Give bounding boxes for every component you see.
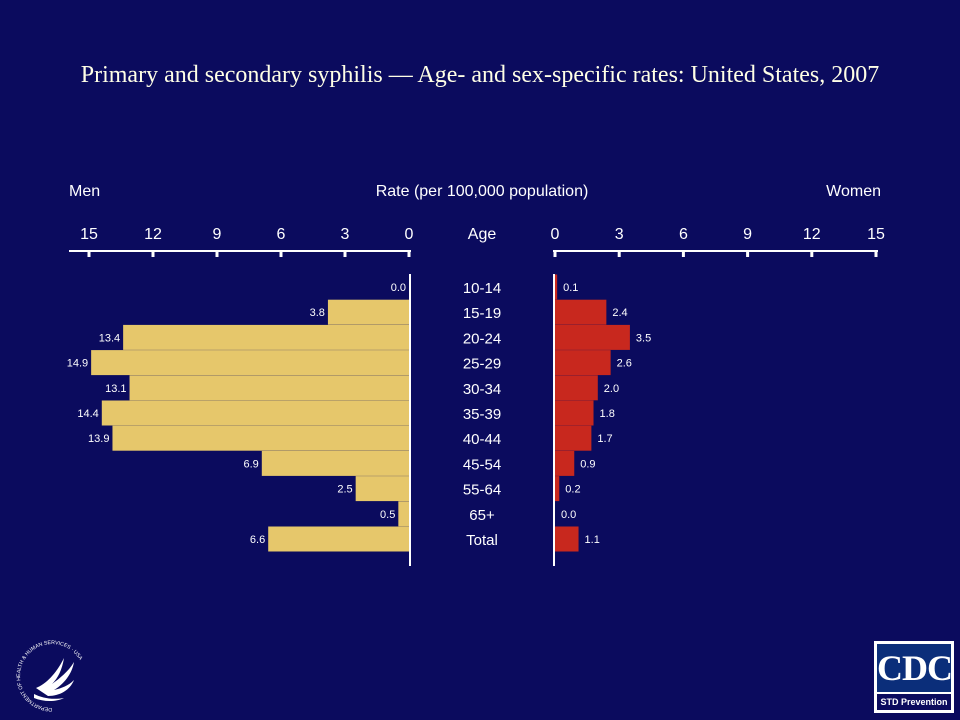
women-value-label: 0.1	[563, 282, 578, 294]
men-bar	[268, 526, 409, 552]
men-bar	[112, 425, 409, 451]
age-header: Age	[468, 226, 497, 243]
men-tick-label: 9	[213, 226, 222, 243]
age-category-label: 55-64	[463, 482, 501, 499]
eagle-icon	[34, 658, 74, 701]
hhs-seal-text: DEPARTMENT OF HEALTH & HUMAN SERVICES · …	[16, 640, 84, 712]
men-label: Men	[69, 183, 100, 200]
women-value-label: 0.0	[561, 509, 576, 521]
men-bar	[327, 299, 409, 325]
hhs-seal-logo: DEPARTMENT OF HEALTH & HUMAN SERVICES · …	[16, 640, 84, 712]
men-bar	[355, 476, 409, 502]
age-category-label: 20-24	[463, 330, 501, 347]
women-tick-label: 12	[803, 226, 821, 243]
women-bar	[555, 425, 592, 451]
women-tick-label: 6	[679, 226, 688, 243]
men-value-label: 6.9	[244, 458, 259, 470]
men-tick-label: 3	[341, 226, 350, 243]
age-category-label: 25-29	[463, 356, 501, 373]
women-tick-label: 3	[615, 226, 624, 243]
women-value-label: 1.1	[585, 534, 600, 546]
men-value-label: 0.5	[380, 509, 395, 521]
women-bar	[555, 350, 611, 376]
women-bar	[555, 274, 558, 300]
men-value-label: 6.6	[250, 534, 265, 546]
men-bar	[129, 375, 410, 401]
men-tick-label: 12	[144, 226, 162, 243]
age-category-label: 40-44	[463, 431, 501, 448]
men-bar	[123, 324, 409, 350]
men-value-label: 13.4	[99, 332, 120, 344]
age-category-label: 35-39	[463, 406, 501, 423]
women-bar	[555, 375, 598, 401]
women-value-label: 2.6	[617, 358, 632, 370]
women-value-label: 2.0	[604, 383, 619, 395]
women-bar	[555, 476, 560, 502]
men-tick-label: 6	[277, 226, 286, 243]
women-bar	[555, 400, 594, 426]
men-value-label: 13.1	[105, 383, 126, 395]
women-value-label: 1.8	[600, 408, 615, 420]
women-value-label: 3.5	[636, 332, 651, 344]
women-bar	[555, 299, 607, 325]
age-category-label: 65+	[469, 507, 495, 524]
women-tick-label: 9	[743, 226, 752, 243]
cdc-tagline: STD Prevention	[877, 694, 951, 710]
women-value-label: 0.9	[580, 458, 595, 470]
women-value-label: 0.2	[565, 484, 580, 496]
women-bar	[555, 526, 579, 552]
men-value-label: 14.4	[77, 408, 98, 420]
men-bar	[398, 501, 409, 527]
men-value-label: 14.9	[67, 358, 88, 370]
women-value-label: 1.7	[597, 433, 612, 445]
women-bar	[555, 324, 630, 350]
men-value-label: 3.8	[310, 307, 325, 319]
men-value-label: 13.9	[88, 433, 109, 445]
women-bar	[555, 450, 575, 476]
men-value-label: 0.0	[391, 282, 406, 294]
women-tick-label: 0	[551, 226, 560, 243]
age-category-label: 10-14	[463, 280, 501, 297]
rate-label: Rate (per 100,000 population)	[376, 183, 589, 200]
age-category-label: Total	[466, 532, 498, 549]
men-bar	[91, 350, 409, 376]
age-category-label: 30-34	[463, 381, 501, 398]
men-bar	[101, 400, 410, 426]
women-value-label: 2.4	[612, 307, 627, 319]
cdc-logo: CDC STD Prevention	[874, 641, 954, 713]
age-category-label: 15-19	[463, 305, 501, 322]
cdc-mark: CDC	[877, 644, 953, 692]
men-bar	[261, 450, 409, 476]
women-tick-label: 15	[867, 226, 885, 243]
age-category-label: 45-54	[463, 456, 501, 473]
women-label: Women	[826, 183, 881, 200]
men-tick-label: 15	[80, 226, 98, 243]
men-value-label: 2.5	[337, 484, 352, 496]
slide-title: Primary and secondary syphilis — Age- an…	[80, 62, 880, 88]
men-tick-label: 0	[405, 226, 414, 243]
